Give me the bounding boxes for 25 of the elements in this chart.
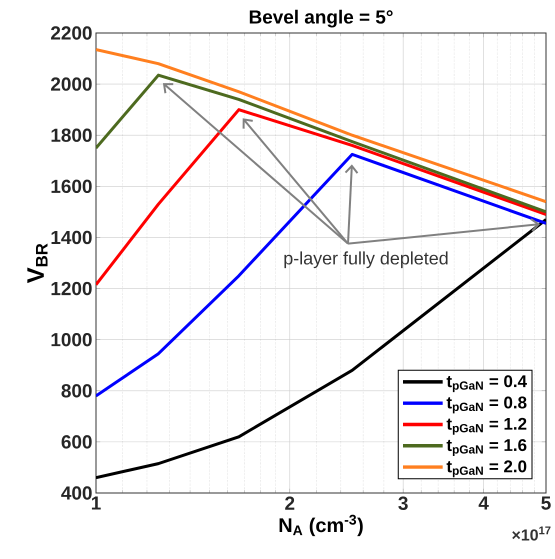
x-tick-label: 1: [92, 496, 101, 510]
x-tick-label: 2: [285, 496, 294, 510]
legend-label: t$_{pGaN}$ = 0.4: [446, 375, 527, 392]
y-tick-label: 1000: [52, 332, 92, 346]
y-tick-label: 1400: [52, 230, 92, 244]
y-axis-title: V$_{BR}$: [27, 244, 48, 284]
x-tick-label: 4: [478, 496, 489, 510]
text: ×10$^{17}$: [512, 526, 550, 541]
legend-label: t$_{pGaN}$ = 1.6: [446, 439, 526, 456]
y-tick-label: 2000: [51, 77, 92, 91]
y-tick-label: 1600: [52, 180, 92, 194]
chart-title: Bevel angle = 5°: [250, 10, 393, 28]
legend-label: t$_{pGaN}$ = 1.2: [446, 418, 526, 435]
x-axis-title: N$_{A}$ (cm$^{-3}$): [280, 514, 363, 536]
legend-label: t$_{pGaN}$ = 2.0: [446, 460, 526, 478]
y-tick-label: 1200: [52, 282, 92, 296]
y-tick-label: 600: [62, 435, 92, 449]
legend-label: t$_{pGaN}$ = 0.8: [446, 396, 526, 414]
annotation: p-layer fully depleted: [284, 251, 448, 268]
x-tick-label: 3: [398, 496, 408, 510]
y-tick-label: 400: [61, 486, 92, 500]
y-tick-label: 800: [61, 384, 92, 398]
x-tick-label: 5: [541, 496, 551, 510]
y-tick-label: 2200: [51, 26, 92, 40]
y-tick-label: 1800: [52, 128, 92, 142]
